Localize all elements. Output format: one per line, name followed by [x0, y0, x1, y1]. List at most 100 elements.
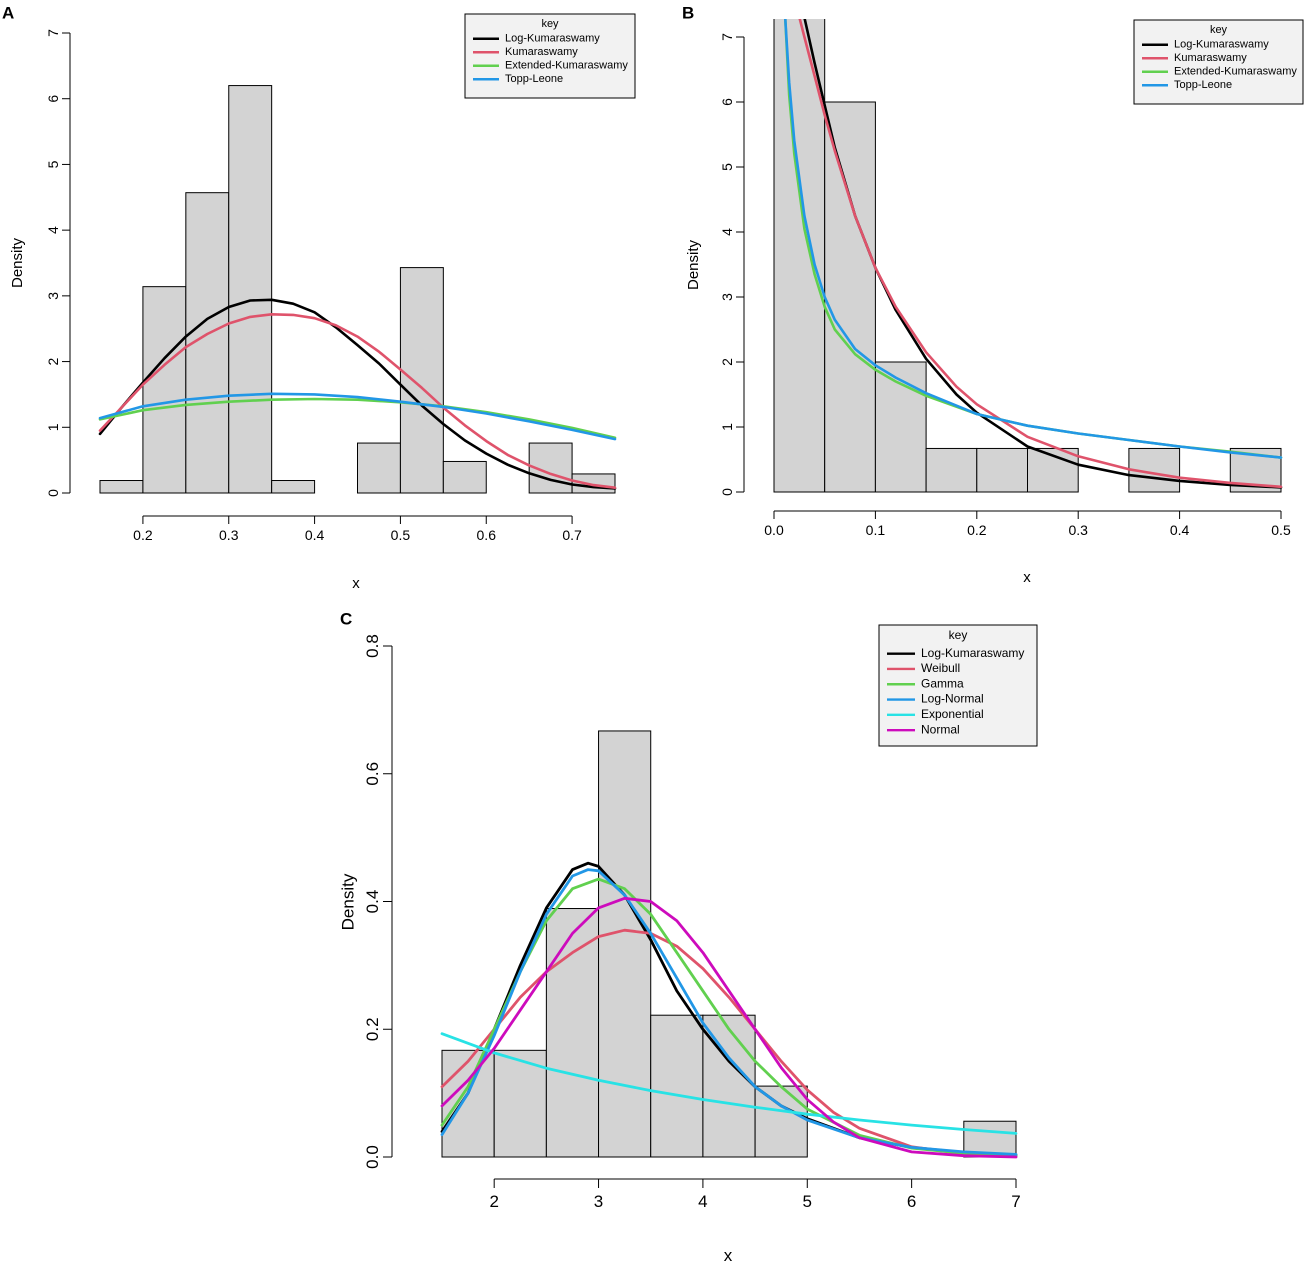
histogram-bar [598, 730, 652, 1158]
panel-a: A 0.2 0.3 0.4 0.5 0.6 0.7 0 1 2 3 4 5 6 7 x Density key Lo… [2, 3, 636, 592]
x-tick-label: 3 [594, 1192, 603, 1211]
y-tick-label: 5 [719, 163, 735, 171]
y-tick-label: 7 [719, 33, 735, 41]
legend-box [1133, 19, 1304, 105]
legend-title: key [1210, 24, 1228, 36]
panel-label: C [340, 609, 352, 628]
panel-c: C 2 3 4 5 6 7 0.0 0.2 0.4 0.6 0.8 x Density key Log-Kum… [338, 609, 1038, 1265]
legend-entry: Weibull [921, 661, 960, 675]
histogram-bar [142, 286, 187, 494]
curve-kumaraswamy [98, 313, 617, 489]
x-tick-label: 0.0 [764, 522, 784, 538]
y-axis: 0 1 2 3 4 5 6 7 [719, 33, 745, 496]
x-tick-label: 0.6 [477, 527, 497, 543]
x-tick-label: 0.5 [391, 527, 411, 543]
legend-entry: Extended-Kumaraswamy [1174, 66, 1297, 78]
legend-entry: Normal [921, 722, 960, 736]
legend-entry: Log-Normal [921, 692, 984, 706]
x-tick-label: 7 [1011, 1192, 1020, 1211]
legend-box [464, 13, 636, 99]
y-tick-label: 7 [45, 29, 61, 37]
y-tick-label: 0.6 [363, 762, 382, 786]
curve-extended-kumaraswamy [98, 397, 617, 440]
density-curves [440, 861, 1018, 1159]
legend-entry: Extended-Kumaraswamy [505, 60, 628, 72]
legend-entry: Log-Kumaraswamy [505, 33, 600, 45]
y-tick-label: 0.2 [363, 1017, 382, 1041]
x-tick-label: 0.3 [219, 527, 239, 543]
curve-weibull [440, 928, 1018, 1158]
curve-kumaraswamy [798, 19, 1283, 489]
histogram-bar [925, 447, 978, 493]
y-tick-label: 1 [45, 423, 61, 431]
x-tick-label: 0.7 [562, 527, 582, 543]
y-axis-title: Density [338, 873, 357, 930]
x-axis-title: x [1023, 569, 1031, 586]
histogram-bars [441, 730, 1017, 1158]
x-tick-label: 0.1 [866, 522, 886, 538]
y-tick-label: 0.8 [363, 634, 382, 658]
x-tick-label: 4 [698, 1192, 707, 1211]
curve-log-kumaraswamy [98, 298, 617, 490]
x-tick-label: 5 [803, 1192, 812, 1211]
histogram-bar [773, 19, 826, 493]
y-tick-label: 2 [45, 357, 61, 365]
y-tick-label: 3 [719, 293, 735, 301]
y-axis: 0.0 0.2 0.4 0.6 0.8 [363, 634, 393, 1169]
legend-entry: Log-Kumaraswamy [921, 646, 1024, 660]
x-tick-label: 0.4 [305, 527, 325, 543]
density-curves [98, 298, 617, 490]
panel-label: B [682, 3, 694, 22]
x-tick-label: 0.4 [1170, 522, 1190, 538]
panel-label: A [2, 3, 14, 22]
curve-topp-leone [783, 19, 1283, 459]
x-axis: 0.2 0.3 0.4 0.5 0.6 0.7 [133, 515, 582, 543]
y-tick-label: 0.4 [363, 890, 382, 914]
y-tick-label: 6 [719, 98, 735, 106]
x-tick-label: 2 [489, 1192, 498, 1211]
density-curves [783, 19, 1283, 489]
y-tick-label: 6 [45, 95, 61, 103]
curve-log-kumaraswamy [803, 19, 1283, 489]
histogram-bar [399, 267, 444, 494]
y-tick-label: 0 [719, 488, 735, 496]
panel-b: B 0.0 0.1 0.2 0.3 0.4 0.5 0 1 2 3 4 5 6 7 x Density key Lo… [682, 3, 1304, 586]
legend-entry: Kumaraswamy [505, 46, 578, 58]
y-tick-label: 0.0 [363, 1145, 382, 1169]
y-tick-label: 0 [45, 489, 61, 497]
legend-entry: Topp-Leone [1174, 79, 1232, 91]
histogram-bar [441, 1049, 495, 1158]
y-tick-label: 5 [45, 160, 61, 168]
histogram-bar [99, 480, 144, 494]
x-tick-label: 0.2 [967, 522, 987, 538]
curve-log-normal [440, 868, 1018, 1156]
histogram-bar [571, 473, 616, 494]
x-tick-label: 0.3 [1068, 522, 1088, 538]
x-axis-title: x [352, 575, 360, 592]
legend-box [878, 624, 1038, 747]
y-tick-label: 4 [45, 226, 61, 234]
x-axis: 2 3 4 5 6 7 [489, 1178, 1021, 1211]
y-tick-label: 1 [719, 423, 735, 431]
legend-entry: Gamma [921, 676, 964, 690]
histogram-bar [824, 101, 876, 493]
y-axis: 0 1 2 3 4 5 6 7 [45, 29, 71, 497]
histogram-bar [702, 1014, 756, 1158]
x-tick-label: 0.5 [1271, 522, 1291, 538]
histogram-bar [650, 1014, 704, 1158]
legend-entry: Log-Kumaraswamy [1174, 39, 1269, 51]
y-axis-title: Density [9, 237, 26, 288]
curve-normal [440, 896, 1018, 1159]
histogram-bars [99, 85, 616, 494]
histogram-bar [442, 460, 487, 494]
histogram-bar [357, 442, 401, 494]
histogram-bar [271, 480, 316, 494]
y-tick-label: 4 [719, 228, 735, 236]
legend-entry: Kumaraswamy [1174, 52, 1247, 64]
histogram-bar [976, 447, 1028, 493]
legend-entry: Exponential [921, 707, 984, 721]
curve-topp-leone [98, 392, 617, 441]
